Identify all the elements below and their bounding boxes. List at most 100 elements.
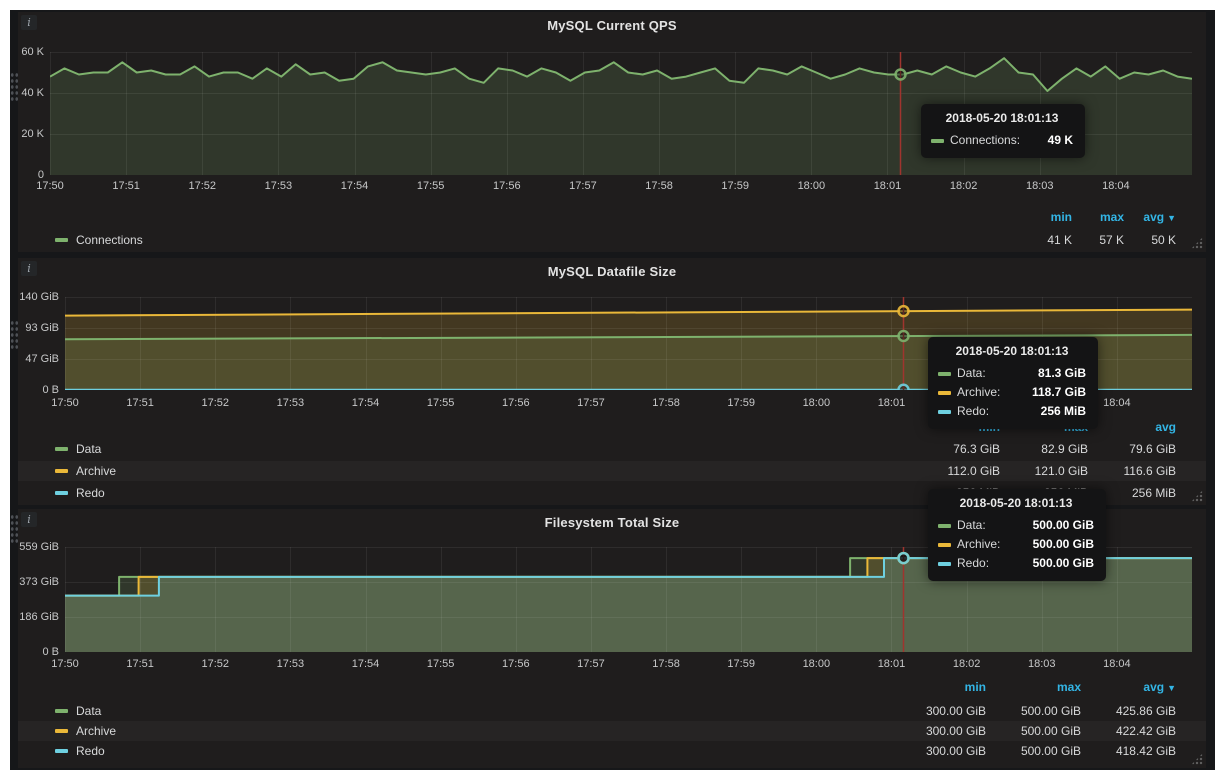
sort-caret-icon: ▼ [1167, 213, 1176, 223]
x-tick-label: 17:54 [341, 396, 391, 410]
x-tick-label: 17:53 [265, 396, 315, 410]
tooltip-series-row: Redo:500.00 GiB [938, 554, 1094, 573]
y-tick-label: 40 K [18, 86, 44, 100]
legend-stat-max: 121.0 GiB [1000, 461, 1088, 481]
y-tick-label: 47 GiB [18, 352, 59, 366]
x-tick-label: 17:58 [634, 179, 684, 193]
panel-title[interactable]: MySQL Current QPS [18, 18, 1206, 33]
x-tick-label: 17:57 [558, 179, 608, 193]
tooltip-series-label: Data: [957, 364, 986, 383]
legend-row: Data76.3 GiB82.9 GiB79.6 GiB [18, 439, 1206, 459]
tooltip-series-row: Data: 500.00 GiB [938, 516, 1094, 535]
tooltip-series-label: Archive: [957, 383, 1000, 402]
legend-series-toggle[interactable]: Redo [55, 741, 105, 761]
tooltip-series-value: 49 K [1030, 131, 1073, 150]
x-tick-label: 17:55 [416, 396, 466, 410]
legend-sort-avg[interactable]: avg▼ [1124, 210, 1176, 224]
legend-sort-min[interactable]: min [891, 680, 986, 694]
x-tick-label: 17:50 [25, 179, 75, 193]
tooltip-series-row: Connections:49 K [931, 131, 1073, 150]
tooltip-series-value: 500.00 GiB [1015, 535, 1094, 554]
hover-marker-redo [899, 385, 909, 390]
tooltip-series-label: Data: [957, 516, 986, 535]
legend-series-label: Redo [76, 741, 105, 761]
series-color-dash-icon [938, 410, 951, 414]
y-tick-label: 373 GiB [18, 575, 59, 589]
x-tick-label: 17:53 [253, 179, 303, 193]
series-color-dash-icon [55, 749, 68, 753]
x-tick-label: 17:57 [566, 396, 616, 410]
series-color-dash-icon [931, 139, 944, 143]
tooltip-series-value: 500.00 GiB [1015, 554, 1094, 573]
x-tick-label: 17:50 [40, 396, 90, 410]
legend-row: Data 300.00 GiB500.00 GiB425.86 GiB [18, 701, 1206, 721]
legend-sort-avg[interactable]: avg [1088, 420, 1176, 434]
x-tick-label: 18:02 [942, 657, 992, 671]
legend-sort-avg[interactable]: avg▼ [1081, 680, 1176, 694]
legend-stat-min: 76.3 GiB [912, 439, 1000, 459]
legend-series-label: Archive [76, 461, 116, 481]
x-tick-label: 17:58 [641, 396, 691, 410]
series-color-dash-icon [55, 729, 68, 733]
legend-row: Archive 112.0 GiB121.0 GiB116.6 GiB [18, 461, 1206, 481]
x-tick-label: 17:53 [265, 657, 315, 671]
tooltip-timestamp: 2018-05-20 18:01:13 [938, 344, 1086, 358]
series-color-dash-icon [55, 469, 68, 473]
legend-series-toggle[interactable]: Archive [55, 721, 116, 741]
legend-series-toggle[interactable]: Redo [55, 483, 105, 503]
legend-stat-avg: 50 K [1124, 230, 1176, 250]
y-tick-label: 140 GiB [18, 290, 59, 304]
tooltip-series-value: 118.7 GiB [1014, 383, 1086, 402]
panel-title[interactable]: MySQL Datafile Size [18, 264, 1206, 279]
tooltip-timestamp: 2018-05-20 18:01:13 [938, 496, 1094, 510]
x-tick-label: 18:04 [1092, 396, 1142, 410]
legend-stat-max: 82.9 GiB [1000, 439, 1088, 459]
series-color-dash-icon [938, 562, 951, 566]
legend-series-label: Data [76, 701, 101, 721]
x-tick-label: 17:55 [406, 179, 456, 193]
legend-stats: 300.00 GiB500.00 GiB425.86 GiB [891, 701, 1176, 721]
tooltip-series-label: Redo: [957, 402, 989, 421]
x-tick-label: 17:56 [491, 657, 541, 671]
legend-stat-avg: 422.42 GiB [1081, 721, 1176, 741]
tooltip-timestamp: 2018-05-20 18:01:13 [931, 111, 1073, 125]
legend-sort-max[interactable]: max [1072, 210, 1124, 224]
series-color-dash-icon [55, 447, 68, 451]
legend-stat-max: 500.00 GiB [986, 721, 1081, 741]
series-color-dash-icon [55, 238, 68, 242]
legend-row: Archive 300.00 GiB500.00 GiB422.42 GiB [18, 721, 1206, 741]
legend-series-toggle[interactable]: Connections [55, 230, 143, 250]
legend-series-toggle[interactable]: Data [55, 439, 101, 459]
x-tick-label: 18:02 [939, 179, 989, 193]
legend-series-toggle[interactable]: Archive [55, 461, 116, 481]
legend-stat-min: 41 K [1020, 230, 1072, 250]
tooltip-rows: Data:500.00 GiBArchive:500.00 GiBRedo:50… [938, 516, 1094, 573]
legend-sort-min[interactable]: min [1020, 210, 1072, 224]
x-tick-label: 18:00 [791, 657, 841, 671]
legend-series-toggle[interactable]: Data [55, 701, 101, 721]
x-tick-label: 17:59 [716, 396, 766, 410]
x-tick-label: 17:59 [716, 657, 766, 671]
series-color-dash-icon [938, 391, 951, 395]
tooltip-series-value: 81.3 GiB [1020, 364, 1086, 383]
legend-stat-min: 300.00 GiB [891, 721, 986, 741]
sort-caret-icon: ▼ [1167, 683, 1176, 693]
tooltip-series-label: Archive: [957, 535, 1000, 554]
legend-sort-max[interactable]: max [986, 680, 1081, 694]
x-tick-label: 17:52 [177, 179, 227, 193]
series-color-dash-icon [938, 524, 951, 528]
legend-stat-avg: 116.6 GiB [1088, 461, 1176, 481]
series-color-dash-icon [55, 491, 68, 495]
x-tick-label: 17:59 [710, 179, 760, 193]
legend-series-label: Data [76, 439, 101, 459]
x-tick-label: 17:55 [416, 657, 466, 671]
tooltip-series-value: 500.00 GiB [1015, 516, 1094, 535]
legend-stat-max: 500.00 GiB [986, 741, 1081, 761]
legend-stats: 112.0 GiB121.0 GiB116.6 GiB [912, 461, 1176, 481]
legend-stats: 41 K57 K50 K [1020, 230, 1176, 250]
tooltip-series-row: Data: 81.3 GiB [938, 364, 1086, 383]
legend-series-label: Connections [76, 230, 143, 250]
x-tick-label: 17:54 [341, 657, 391, 671]
x-tick-label: 17:51 [101, 179, 151, 193]
y-tick-label: 186 GiB [18, 610, 59, 624]
